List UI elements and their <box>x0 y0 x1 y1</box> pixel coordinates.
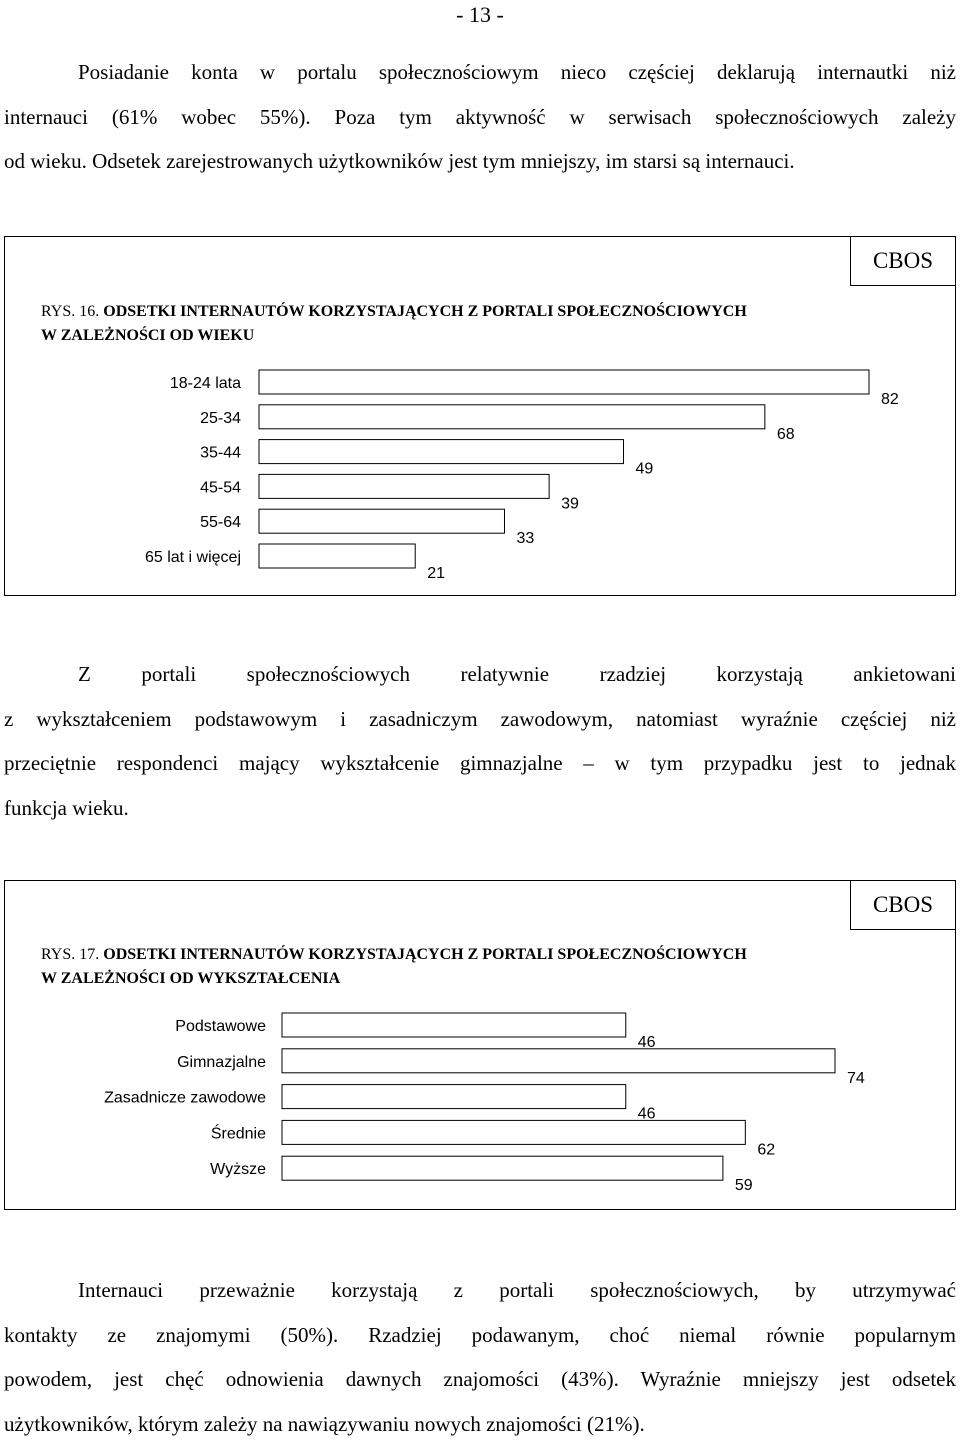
category-label: 25-34 <box>200 410 241 427</box>
category-label: Podstawowe <box>175 1018 266 1035</box>
paragraph-line: funkcja wieku. <box>4 786 956 831</box>
data-label: 33 <box>516 530 534 547</box>
category-label: 45-54 <box>200 479 241 496</box>
figure-education-chart: CBOS RYS. 17. ODSETKI INTERNAUTÓW KORZYS… <box>4 880 956 1210</box>
bar <box>259 509 504 533</box>
paragraph-line: przeciętnie respondenci mający wykształc… <box>4 741 956 786</box>
paragraph-line: kontakty ze znajomymi (50%). Rzadziej po… <box>4 1313 956 1358</box>
paragraph-line: od wieku. Odsetek zarejestrowanych użytk… <box>4 139 956 184</box>
page-number: - 13 - <box>0 2 960 28</box>
paragraph-line: Posiadanie konta w portalu społecznościo… <box>4 50 956 95</box>
bar <box>259 370 869 394</box>
category-label: Zasadnicze zawodowe <box>104 1090 266 1107</box>
bar-chart-age: 18-24 lata 82 25-34 68 35-44 49 45-54 39 55-64 33… <box>5 237 955 595</box>
paragraph-line: powodem, jest chęć odnowienia dawnych zn… <box>4 1357 956 1402</box>
category-label: 35-44 <box>200 445 241 462</box>
bar <box>259 474 549 498</box>
category-label: Średnie <box>211 1123 266 1142</box>
data-label: 82 <box>881 391 899 408</box>
paragraph-line: użytkowników, którym zależy na nawiązywa… <box>4 1402 956 1446</box>
bar <box>282 1120 745 1144</box>
category-label: 18-24 lata <box>170 375 241 392</box>
paragraph-line: internauci (61% wobec 55%). Poza tym akt… <box>4 95 956 140</box>
data-label: 59 <box>735 1177 753 1194</box>
paragraph-education: Z portali społecznościowych relatywnie r… <box>4 652 956 830</box>
paragraph-line: Z portali społecznościowych relatywnie r… <box>4 652 956 697</box>
category-label: 55-64 <box>200 514 241 531</box>
bar <box>259 405 765 429</box>
paragraph-reasons: Internauci przeważnie korzystają z porta… <box>4 1268 956 1446</box>
category-label: Wyższe <box>210 1161 266 1178</box>
data-label: 21 <box>427 565 445 582</box>
paragraph-line: z wykształceniem podstawowym i zasadnicz… <box>4 697 956 742</box>
paragraph-intro: Posiadanie konta w portalu społecznościo… <box>4 50 956 184</box>
bar <box>282 1013 626 1037</box>
data-label: 68 <box>777 426 795 443</box>
bar <box>259 440 624 464</box>
bar <box>282 1049 835 1073</box>
category-label: 65 lat i więcej <box>145 549 241 566</box>
data-label: 62 <box>757 1141 775 1158</box>
bar <box>282 1085 626 1109</box>
data-label: 39 <box>561 495 579 512</box>
paragraph-line: Internauci przeważnie korzystają z porta… <box>4 1268 956 1313</box>
category-label: Gimnazjalne <box>177 1054 266 1071</box>
data-label: 49 <box>636 461 654 478</box>
data-label: 74 <box>847 1070 865 1087</box>
bar <box>282 1156 723 1180</box>
bar <box>259 544 415 568</box>
figure-age-chart: CBOS RYS. 16. ODSETKI INTERNAUTÓW KORZYS… <box>4 236 956 596</box>
